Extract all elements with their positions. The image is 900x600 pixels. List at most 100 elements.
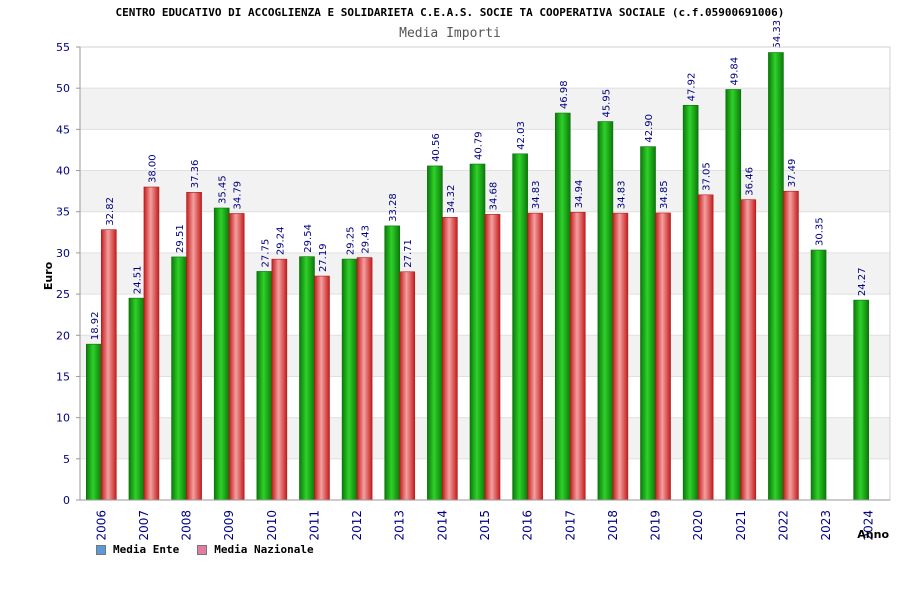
- chart-subtitle: Media Importi: [399, 26, 501, 41]
- legend: Media Ente Media Nazionale: [96, 543, 332, 556]
- bar-nazionale: [612, 212, 629, 501]
- bar-label-nazionale: 37.49: [787, 159, 798, 188]
- plot-band: [80, 47, 890, 89]
- bar-nazionale: [399, 271, 416, 501]
- bar-ente: [256, 271, 273, 501]
- bar-ente: [341, 258, 358, 501]
- bar-label-nazionale: 34.94: [574, 180, 585, 209]
- bar-label-ente: 47.92: [687, 73, 698, 102]
- bar-label-ente: 45.95: [601, 89, 612, 118]
- legend-swatch-nazionale: [197, 544, 208, 555]
- y-tick-label: 55: [56, 41, 70, 54]
- bar-label-nazionale: 27.71: [403, 239, 414, 268]
- x-tick-label: 2015: [478, 510, 492, 541]
- bar-nazionale: [783, 190, 799, 501]
- bar-label-nazionale: 34.79: [233, 181, 244, 210]
- x-tick-label: 2007: [137, 510, 151, 541]
- bar-label-nazionale: 36.46: [744, 167, 755, 196]
- bar-ente: [554, 112, 571, 501]
- bar-nazionale: [655, 212, 671, 501]
- x-tick-label: 2024: [862, 510, 876, 541]
- bar-label-ente: 24.27: [857, 267, 868, 296]
- bar-ente: [86, 343, 102, 501]
- bar-ente: [597, 121, 614, 501]
- y-tick-label: 0: [63, 494, 70, 507]
- bar-label-ente: 46.98: [559, 80, 570, 109]
- bar-label-nazionale: 38.00: [147, 154, 158, 183]
- y-tick-label: 5: [63, 453, 70, 466]
- bar-label-nazionale: 34.85: [659, 180, 670, 209]
- legend-label-ente: Media Ente: [113, 543, 180, 556]
- bar-label-ente: 33.28: [388, 193, 399, 222]
- x-tick-label: 2019: [649, 510, 663, 541]
- bar-label-ente: 29.54: [303, 224, 314, 253]
- legend-item-nazionale: Media Nazionale: [197, 543, 314, 556]
- bars-group: [86, 52, 869, 501]
- y-tick-label: 50: [56, 82, 70, 95]
- bar-ente: [853, 299, 869, 501]
- bar-labels-group: 18.92 32.82 24.51 38.00 29.51 37.36 35.45 34.79…: [90, 20, 868, 340]
- bar-nazionale: [569, 211, 586, 501]
- bar-nazionale: [740, 199, 757, 501]
- bar-label-ente: 29.51: [175, 224, 186, 253]
- bar-label-ente: 42.90: [644, 114, 655, 143]
- x-tick-label: 2022: [776, 510, 790, 541]
- y-tick-label: 15: [56, 370, 70, 383]
- bar-ente: [384, 225, 401, 501]
- y-tick-label: 35: [56, 206, 70, 219]
- bar-ente: [512, 153, 528, 501]
- x-tick-label: 2016: [521, 510, 535, 541]
- legend-label-nazionale: Media Nazionale: [214, 543, 314, 556]
- plot-band: [80, 129, 890, 171]
- x-tick-label: 2013: [393, 510, 407, 541]
- bar-label-ente: 35.45: [218, 175, 229, 204]
- bar-label-ente: 40.79: [474, 131, 485, 160]
- x-tick-label: 2010: [265, 510, 279, 541]
- bar-nazionale: [271, 258, 288, 501]
- x-tick-label: 2023: [819, 510, 833, 541]
- bar-label-nazionale: 34.83: [616, 180, 627, 209]
- bar-label-ente: 42.03: [516, 121, 527, 150]
- x-tick-label: 2009: [222, 510, 236, 541]
- plot-band: [80, 88, 890, 130]
- bar-label-ente: 30.35: [815, 217, 826, 246]
- bar-ente: [469, 163, 486, 501]
- bar-nazionale: [228, 213, 245, 501]
- bar-label-nazionale: 29.24: [275, 227, 286, 256]
- y-axis-label: Euro: [42, 261, 55, 290]
- bar-ente: [810, 249, 827, 501]
- axes-group: [79, 46, 891, 501]
- legend-item-ente: Media Ente: [96, 543, 179, 556]
- bar-ente: [128, 297, 145, 501]
- bar-ente: [299, 256, 315, 501]
- bar-ente: [171, 256, 187, 501]
- bar-ente: [725, 89, 742, 501]
- bar-label-ente: 18.92: [90, 312, 101, 341]
- bar-nazionale: [356, 257, 373, 501]
- bar-label-ente: 24.51: [132, 265, 143, 294]
- bar-label-ente: 54.33: [772, 20, 783, 49]
- bar-label-ente: 49.84: [729, 57, 740, 86]
- bar-nazionale: [697, 194, 714, 501]
- bar-label-ente: 40.56: [431, 133, 442, 162]
- chart-main-title: CENTRO EDUCATIVO DI ACCOGLIENZA E SOLIDA…: [115, 6, 785, 19]
- x-tick-label: 2006: [94, 510, 108, 541]
- y-tick-label: 10: [56, 412, 70, 425]
- bar-label-nazionale: 32.82: [105, 197, 116, 226]
- x-tick-label: 2017: [563, 510, 577, 541]
- bar-nazionale: [442, 217, 458, 501]
- x-tick-label: 2011: [307, 510, 321, 541]
- bar-ente: [640, 146, 656, 501]
- bar-label-nazionale: 34.32: [446, 185, 457, 214]
- bar-label-nazionale: 29.43: [361, 225, 372, 254]
- bar-nazionale: [484, 214, 501, 501]
- ticks-group: 0 5 10 15 20 25 30 35 40 45 50 55 2006 2007 2008 2009 20…: [56, 41, 876, 541]
- y-tick-label: 20: [56, 329, 70, 342]
- y-tick-label: 30: [56, 247, 70, 260]
- bar-label-ente: 27.75: [260, 239, 271, 268]
- x-tick-label: 2008: [180, 510, 194, 541]
- y-tick-label: 25: [56, 288, 70, 301]
- bar-ente: [768, 52, 784, 501]
- y-tick-label: 40: [56, 165, 70, 178]
- bar-nazionale: [143, 186, 160, 501]
